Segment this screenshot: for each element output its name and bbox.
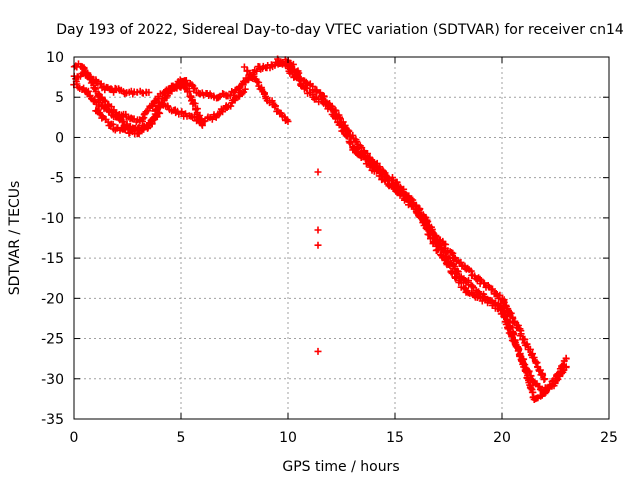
x-tick-label-1: 5 (177, 430, 186, 446)
y-tick-label-6: -20 (41, 291, 64, 307)
x-tick-label-2: 10 (279, 430, 297, 446)
x-tick-label-3: 15 (386, 430, 404, 446)
y-tick-label-8: -30 (41, 372, 64, 388)
series-track-h (240, 63, 292, 125)
x-axis-label: GPS time / hours (282, 459, 399, 475)
markers-isolated (314, 168, 322, 355)
series-isolated (314, 168, 322, 355)
y-tick-labels: 10 5 0 -5 -10 -15 -20 -25 -30 -35 (41, 50, 64, 428)
plot-frame (73, 56, 610, 420)
markers-track-h (240, 63, 292, 125)
markers-track-g (156, 85, 249, 126)
y-tick-label-3: -5 (50, 171, 64, 187)
x-tick-labels: 0 5 10 15 20 25 (70, 430, 618, 446)
y-tick-label-2: 0 (55, 130, 64, 146)
y-axis-label: SDTVAR / TECUs (7, 181, 23, 296)
axis-ticks (73, 56, 610, 420)
x-tick-label-5: 25 (600, 430, 618, 446)
y-tick-label-7: -25 (41, 332, 64, 348)
x-tick-label-4: 20 (493, 430, 511, 446)
y-tick-label-5: -15 (41, 251, 64, 267)
series-track-g (156, 85, 249, 126)
markers-track-k (349, 144, 549, 383)
y-tick-label-1: 5 (55, 90, 64, 106)
y-tick-label-4: -10 (41, 211, 64, 227)
chart-title: Day 193 of 2022, Sidereal Day-to-day VTE… (56, 22, 624, 38)
series-track-k (349, 144, 549, 383)
x-tick-label-0: 0 (70, 430, 79, 446)
y-tick-label-0: 10 (46, 50, 64, 66)
y-tick-label-9: -35 (41, 412, 64, 428)
data-points (70, 55, 570, 403)
